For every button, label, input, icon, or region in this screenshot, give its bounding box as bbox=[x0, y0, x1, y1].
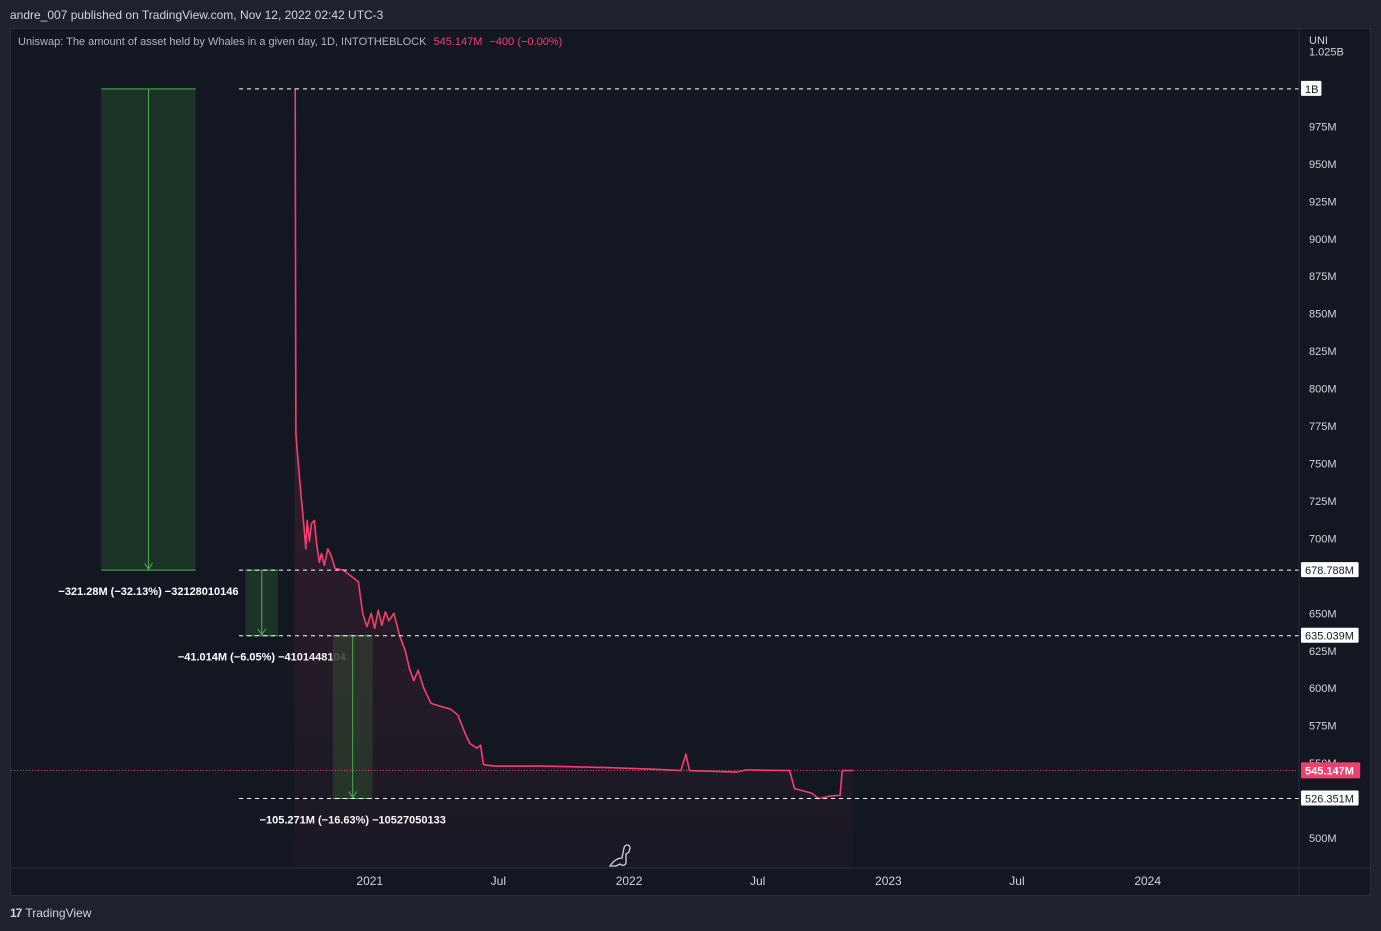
y-tick-label: 775M bbox=[1309, 421, 1337, 433]
arrow-down-icon bbox=[144, 562, 153, 571]
x-axis[interactable]: 2021 Jul 2022 Jul 2023 Jul 2024 bbox=[11, 844, 1370, 888]
price-line-tag-label: 1B bbox=[1305, 84, 1318, 96]
y-tick-label: 825M bbox=[1309, 346, 1337, 358]
price-tags-layer: 1B 678.788M 635.039M 526.351M 545.147M bbox=[1301, 80, 1361, 806]
x-tick-label: 2024 bbox=[1134, 874, 1161, 888]
legend-value: 545.147M bbox=[433, 36, 483, 48]
y-tick-label: 700M bbox=[1309, 533, 1337, 545]
x-tick-label: Jul bbox=[750, 874, 765, 888]
price-lines-layer bbox=[11, 88, 1299, 800]
chart-frame[interactable] bbox=[10, 28, 1371, 896]
x-tick-label: 2021 bbox=[356, 874, 383, 888]
price-line-tag-label: 635.039M bbox=[1305, 631, 1354, 643]
measurement-label: −321.28M (−32.13%) −32128010146 bbox=[58, 586, 238, 598]
price-line-tag bbox=[1301, 562, 1359, 578]
legend-title: Uniswap: The amount of asset held by Wha… bbox=[18, 36, 427, 48]
dinosaur-icon bbox=[608, 844, 631, 867]
y-tick-label: 750M bbox=[1309, 458, 1337, 470]
last-value-tag bbox=[1301, 762, 1361, 779]
price-line-tag bbox=[1301, 627, 1359, 643]
price-line-tag-label: 526.351M bbox=[1305, 794, 1354, 806]
footer-bar bbox=[0, 897, 1381, 931]
y-tick-label: 925M bbox=[1309, 196, 1337, 208]
tradingview-logo-icon: 17 bbox=[10, 906, 22, 920]
y-tick-label: 625M bbox=[1309, 646, 1337, 658]
series-area-fill bbox=[294, 88, 853, 868]
y-tick-label: 600M bbox=[1309, 683, 1337, 695]
y-tick-label: 575M bbox=[1309, 721, 1337, 733]
x-tick-label: 2022 bbox=[616, 874, 643, 888]
y-tick-label: 875M bbox=[1309, 271, 1337, 283]
y-tick-label: 650M bbox=[1309, 608, 1337, 620]
area-layer bbox=[294, 88, 853, 868]
last-value-tag-label: 545.147M bbox=[1305, 765, 1354, 777]
y-tick-label: 950M bbox=[1309, 159, 1337, 171]
y-tick-label: 975M bbox=[1309, 121, 1337, 133]
tradingview-brand[interactable]: 17 TradingView bbox=[10, 906, 91, 920]
published-line: andre_007 published on TradingView.com, … bbox=[10, 8, 384, 22]
arrow-down-icon bbox=[257, 628, 267, 636]
price-line-tag bbox=[1301, 80, 1322, 96]
series-legend[interactable]: Uniswap: The amount of asset held by Wha… bbox=[18, 36, 562, 48]
x-tick-label: Jul bbox=[491, 874, 506, 888]
price-line-tag bbox=[1301, 790, 1359, 806]
x-tick-label: 2023 bbox=[875, 874, 902, 888]
y-tick-label: 900M bbox=[1309, 234, 1337, 246]
y-tick-label: 1.025B bbox=[1309, 46, 1344, 58]
y-tick-label: 850M bbox=[1309, 309, 1337, 321]
x-tick-label: Jul bbox=[1009, 874, 1024, 888]
y-tick-label: 500M bbox=[1309, 833, 1337, 845]
publisher-bar: andre_007 published on TradingView.com, … bbox=[0, 0, 1381, 28]
y-tick-label: 800M bbox=[1309, 384, 1337, 396]
brand-name: TradingView bbox=[25, 906, 92, 920]
price-line-tag-label: 678.788M bbox=[1305, 565, 1354, 577]
y-axis-currency: UNI bbox=[1309, 35, 1328, 47]
y-tick-label: 725M bbox=[1309, 496, 1337, 508]
legend-change: −400 (−0.00%) bbox=[489, 36, 563, 48]
series-line[interactable] bbox=[294, 88, 853, 800]
dinosaur-shape bbox=[608, 844, 631, 867]
